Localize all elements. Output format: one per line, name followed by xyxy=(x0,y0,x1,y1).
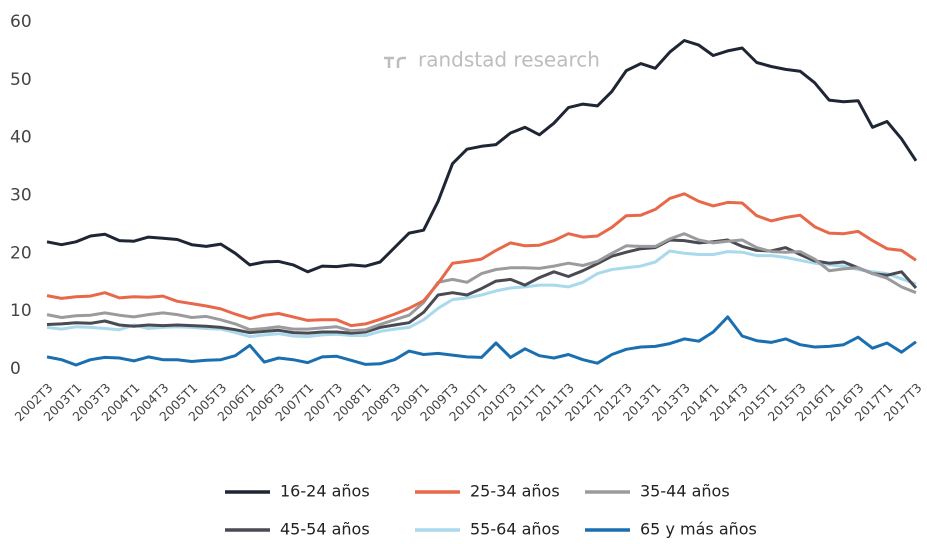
legend-item: 65 y más años xyxy=(585,520,757,539)
legend-item: 35-44 años xyxy=(585,482,730,501)
y-tick-label: 40 xyxy=(10,128,32,148)
y-tick-label: 50 xyxy=(10,70,32,90)
legend-item: 16-24 años xyxy=(225,482,370,501)
legend-label: 65 y más años xyxy=(640,520,757,539)
y-tick-label: 30 xyxy=(10,186,32,206)
series-line xyxy=(46,238,918,335)
y-tick-label: 60 xyxy=(10,12,32,32)
series-line xyxy=(46,232,917,333)
legend-label: 25-34 años xyxy=(470,482,560,501)
watermark-text: randstad research xyxy=(418,48,600,72)
legend-item: 25-34 años xyxy=(415,482,560,501)
series-line xyxy=(46,39,918,274)
series-line xyxy=(46,192,917,328)
watermark-logo xyxy=(384,56,406,68)
legend-label: 55-64 años xyxy=(470,520,560,539)
y-tick-label: 10 xyxy=(10,301,32,321)
watermark: randstad research xyxy=(384,48,600,72)
series-line xyxy=(46,315,917,367)
y-tick-label: 0 xyxy=(10,359,21,379)
legend-label: 35-44 años xyxy=(640,482,730,501)
series-line xyxy=(46,249,917,339)
legend-item: 45-54 años xyxy=(225,520,370,539)
legend-label: 16-24 años xyxy=(280,482,370,501)
y-tick-label: 20 xyxy=(10,243,32,263)
legend-label: 45-54 años xyxy=(280,520,370,539)
legend-item: 55-64 años xyxy=(415,520,560,539)
